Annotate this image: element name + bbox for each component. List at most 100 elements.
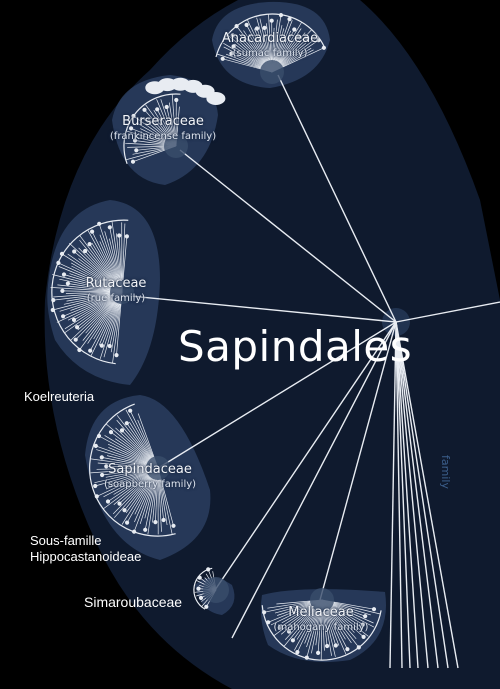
family-common-name: (mahogany family) <box>273 622 369 634</box>
leaf-tip <box>143 527 148 532</box>
leaf-tip <box>292 27 297 32</box>
leaf-tip <box>325 643 330 649</box>
anacardiaceae-highlight[interactable] <box>212 1 330 88</box>
leaf-tip <box>72 249 77 254</box>
leaf-tip <box>114 353 119 358</box>
leaf-tip <box>75 325 80 330</box>
order-branches <box>119 74 500 669</box>
leaf-tip <box>122 508 127 513</box>
fan-arc <box>89 403 176 537</box>
leaf-tip <box>60 288 65 293</box>
annotation-sous-famille: Sous-famille Hippocastanoideae <box>30 533 141 566</box>
leaf-tip <box>99 455 104 460</box>
leaf-tip <box>360 622 365 627</box>
simaroubaceae-node[interactable] <box>203 577 229 603</box>
order-title[interactable]: Sapindales <box>178 322 413 371</box>
leaf-tip <box>108 430 114 435</box>
leaf-tip <box>117 233 122 238</box>
anacardiaceae-node[interactable] <box>260 60 284 84</box>
leaf-tip <box>124 234 130 239</box>
leaf-tip <box>196 586 201 591</box>
leaf-tip <box>254 26 260 31</box>
meliaceae-node[interactable] <box>310 588 334 612</box>
burseraceae-node[interactable] <box>164 134 188 158</box>
leaf-tip <box>295 650 300 655</box>
leaf-tip <box>155 107 160 112</box>
leaf-tip <box>231 44 236 49</box>
leaf-tip <box>93 483 98 489</box>
leaf-tip <box>61 314 66 319</box>
family-name: Sapindaceae <box>108 462 192 477</box>
leaf-tip <box>361 634 366 640</box>
leaf-tip <box>105 499 111 504</box>
leaf-tip <box>61 272 67 277</box>
subclade-blob <box>206 92 226 105</box>
burseraceae-highlight[interactable] <box>112 75 218 185</box>
family-common-name: (sumac family) <box>232 48 308 60</box>
family-label-burseraceae[interactable]: Burseraceae (frankincense family) <box>110 114 216 142</box>
leaf-tip <box>134 148 139 153</box>
leaf-tip <box>174 97 179 103</box>
fan-arc <box>215 13 326 58</box>
family-common-name: (rue family) <box>86 293 146 305</box>
leaf-tip <box>90 229 95 234</box>
leaf-tip <box>287 17 292 22</box>
annotation-sous-famille-line1: Sous-famille <box>30 533 102 548</box>
rank-label: family <box>439 455 452 489</box>
rutaceae-node[interactable] <box>110 280 134 304</box>
leaf-tip <box>104 464 109 469</box>
leaf-tip <box>119 428 125 433</box>
leaf-tip <box>142 107 147 112</box>
leaf-tip <box>220 56 225 61</box>
leaf-tip <box>269 18 274 23</box>
leaf-tip <box>305 36 310 41</box>
leaf-tip <box>87 242 92 247</box>
leaf-tip <box>244 22 249 27</box>
leaf-tip <box>132 138 138 143</box>
leaf-tip <box>107 343 112 349</box>
leaf-tip <box>161 517 166 523</box>
family-name: Burseraceae <box>122 114 204 129</box>
leaf-tip <box>130 159 136 164</box>
fan-arc <box>193 567 213 610</box>
leaf-tip <box>277 625 282 630</box>
annotation-sous-famille-line2: Hippocastanoideae <box>30 549 142 565</box>
family-label-rutaceae[interactable]: Rutaceae (rue family) <box>85 276 147 305</box>
leaf-tip <box>363 614 368 619</box>
leaf-tip <box>316 650 321 656</box>
leaf-tip <box>100 472 105 478</box>
sapindaceae-node[interactable] <box>146 456 170 480</box>
leaf-tip <box>117 501 122 506</box>
leaf-tip <box>124 421 129 426</box>
leaf-tip <box>345 647 350 652</box>
fan-arc <box>261 605 382 661</box>
leaf-tip <box>107 225 112 230</box>
family-name: Rutaceae <box>85 276 147 291</box>
family-name: Meliaceae <box>288 605 354 620</box>
leaf-tip <box>153 520 158 525</box>
leaf-tip <box>171 523 176 528</box>
leaf-tip <box>73 337 78 342</box>
leaf-tip <box>129 126 134 131</box>
meliaceae-fan <box>261 599 382 661</box>
leaf-tip <box>88 348 93 353</box>
leaf-tip <box>230 33 235 38</box>
fan-arc <box>123 93 181 165</box>
annotation-koelreuteria: Koelreuteria <box>24 389 95 404</box>
family-label-anacardiaceae[interactable]: Anacardiaceae (sumac family) <box>222 31 318 60</box>
leaf-tip <box>204 604 209 609</box>
leaf-tip <box>65 281 71 286</box>
leaf-tip <box>333 643 338 648</box>
leaf-tip <box>229 51 234 56</box>
family-label-meliaceae[interactable]: Meliaceae (mahogany family) <box>273 605 369 634</box>
leaf-tip <box>99 343 104 348</box>
family-common-name: (soapberry family) <box>103 479 197 491</box>
leaf-tip <box>198 595 204 601</box>
leaf-tip <box>83 248 88 254</box>
leaf-tip <box>93 443 98 448</box>
leaf-tip <box>262 25 267 30</box>
family-label-sapindaceae[interactable]: Sapindaceae (soapberry family) <box>103 462 197 491</box>
leaf-tip <box>71 317 77 322</box>
